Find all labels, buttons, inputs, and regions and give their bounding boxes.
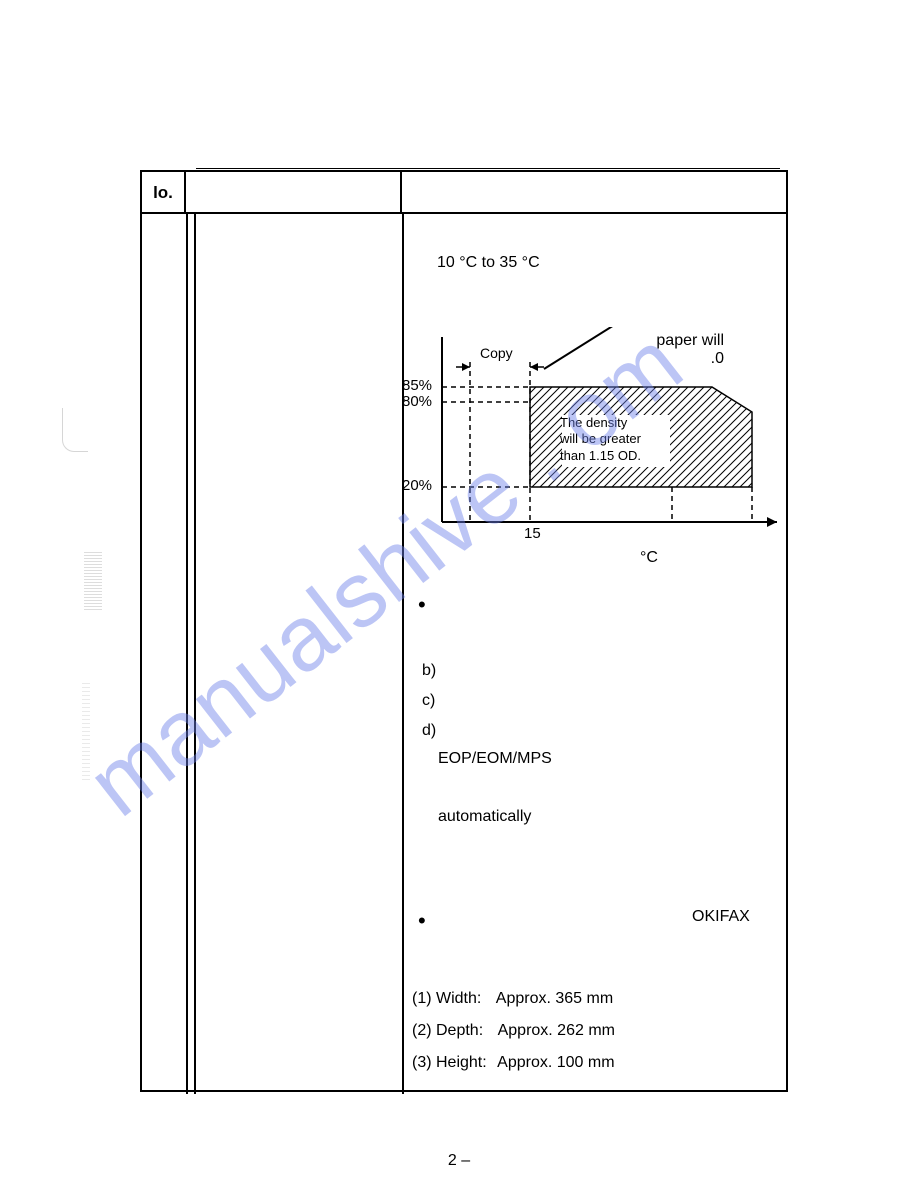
chart-xlabel-15: 15 <box>524 525 541 542</box>
scan-artifact-2 <box>82 680 90 780</box>
paper-edge-mark <box>62 408 88 452</box>
chart-x-unit: °C <box>640 549 658 567</box>
page-frame: lo. 10 °C to 35 °C paper will .0 <box>140 170 788 1092</box>
auto-text: automatically <box>438 808 531 826</box>
chart-inner-line1: The density <box>560 415 627 430</box>
table-header-row: lo. <box>142 172 786 214</box>
dim1-label: (1) Width: <box>412 990 481 1007</box>
bullet-2: • <box>418 908 426 934</box>
chart-inner-line2: will be greater <box>560 431 641 446</box>
dim2-value: Approx. 262 mm <box>498 1022 615 1039</box>
vertical-divider-2 <box>402 214 404 1094</box>
dimension-row-1: (1) Width: Approx. 365 mm <box>412 990 613 1008</box>
list-b: b) <box>422 662 436 680</box>
vertical-divider-1 <box>186 214 188 1094</box>
dim2-label: (2) Depth: <box>412 1022 483 1039</box>
dim1-value: Approx. 365 mm <box>496 990 613 1007</box>
dim3-value: Approx. 100 mm <box>497 1054 614 1071</box>
chart-copy-label: Copy <box>480 345 513 361</box>
list-c: c) <box>422 692 435 710</box>
column-no-header: lo. <box>142 172 186 214</box>
density-chart: Copy 85% 80% 20% The density will be gre… <box>412 327 792 557</box>
scan-artifact-1 <box>84 552 102 610</box>
dimension-row-3: (3) Height: Approx. 100 mm <box>412 1054 615 1072</box>
chart-inner-box: The density will be greater than 1.15 OD… <box>560 415 641 464</box>
dim3-label: (3) Height: <box>412 1054 487 1071</box>
vertical-divider-inner <box>194 214 196 1094</box>
okifax-text: OKIFAX <box>692 908 750 926</box>
column-mid-header <box>186 172 402 214</box>
list-d: d) <box>422 722 436 740</box>
chart-ylabel-20: 20% <box>402 477 432 494</box>
top-edge-line <box>196 168 780 169</box>
eop-text: EOP/EOM/MPS <box>438 750 552 768</box>
bullet-1: • <box>418 592 426 618</box>
chart-ylabel-80: 80% <box>402 393 432 410</box>
temperature-range: 10 °C to 35 °C <box>437 254 540 272</box>
chart-ylabel-85: 85% <box>402 377 432 394</box>
page-number: 2 – <box>0 1152 918 1170</box>
dimension-row-2: (2) Depth: Approx. 262 mm <box>412 1022 615 1040</box>
chart-inner-line3: than 1.15 OD. <box>560 448 641 463</box>
